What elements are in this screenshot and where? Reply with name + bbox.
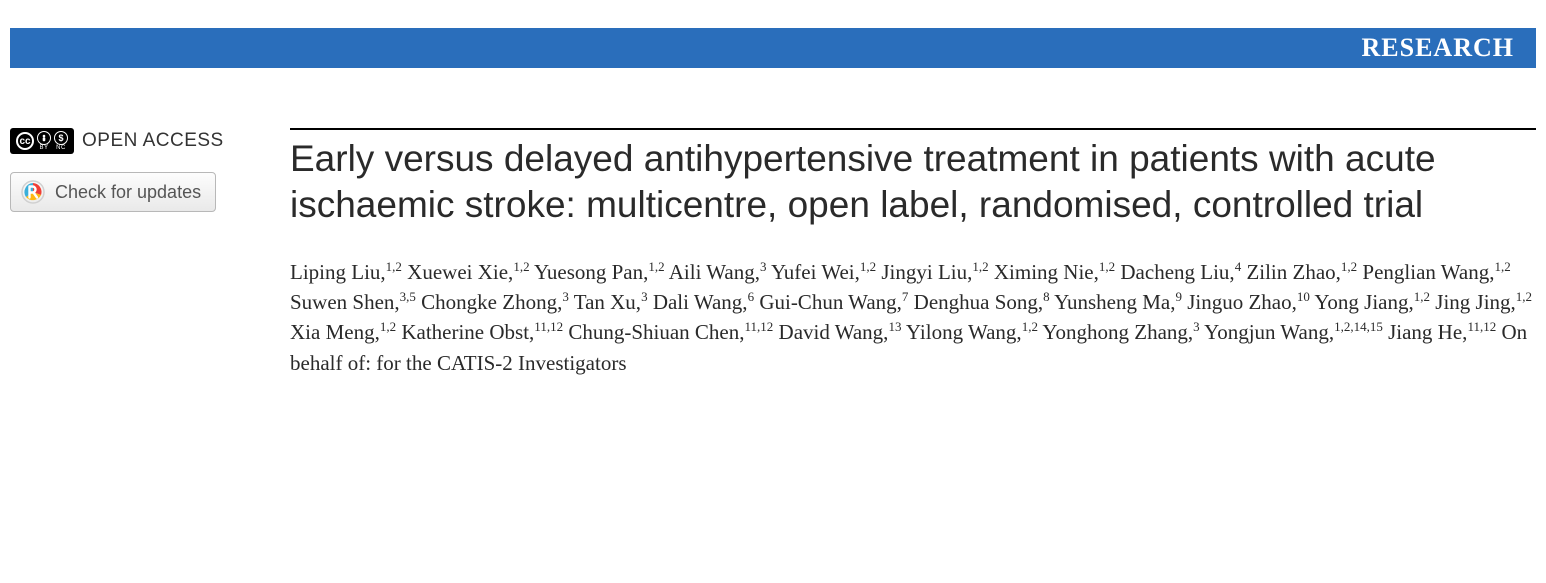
article-header: Early versus delayed antihypertensive tr… <box>290 128 1536 378</box>
article-title: Early versus delayed antihypertensive tr… <box>290 136 1536 229</box>
open-access-label: OPEN ACCESS <box>82 130 224 152</box>
section-banner: RESEARCH <box>10 28 1536 68</box>
author-list: Liping Liu,1,2 Xuewei Xie,1,2 Yuesong Pa… <box>290 257 1536 379</box>
cc-license-badge: cc BY $ NC <box>10 128 74 154</box>
crossmark-icon <box>21 180 45 204</box>
open-access-row: cc BY $ NC OPEN ACCESS <box>10 128 272 154</box>
check-updates-label: Check for updates <box>55 182 201 203</box>
cc-by-label: BY <box>39 145 48 151</box>
cc-icon: cc <box>16 132 34 150</box>
content-row: cc BY $ NC OPEN ACCESS <box>0 128 1546 378</box>
cc-by-icon <box>37 131 51 145</box>
check-updates-button[interactable]: Check for updates <box>10 172 216 212</box>
cc-nc-icon: $ <box>54 131 68 145</box>
cc-nc-label: NC <box>56 145 66 151</box>
left-column: cc BY $ NC OPEN ACCESS <box>10 128 290 378</box>
section-banner-label: RESEARCH <box>1362 33 1514 63</box>
